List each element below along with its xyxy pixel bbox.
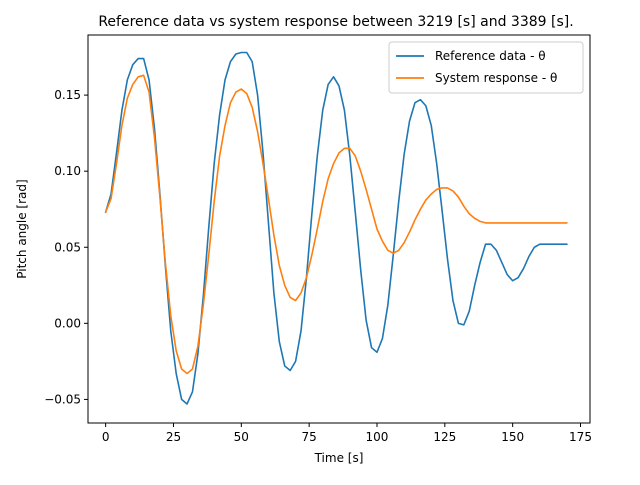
x-tick-label: 125 bbox=[433, 430, 456, 444]
x-tick-label: 150 bbox=[501, 430, 524, 444]
x-tick-label: 75 bbox=[302, 430, 317, 444]
plot-area bbox=[87, 34, 591, 424]
legend-label-system: System response - θ bbox=[435, 71, 557, 85]
x-tick-label: 100 bbox=[366, 430, 389, 444]
x-tick-label: 175 bbox=[569, 430, 592, 444]
y-tick-label: 0.05 bbox=[54, 240, 81, 254]
x-tick-label: 0 bbox=[102, 430, 110, 444]
y-axis-label: Pitch angle [rad] bbox=[15, 179, 29, 278]
legend: Reference data - θ System response - θ bbox=[388, 41, 584, 94]
legend-label-reference: Reference data - θ bbox=[435, 49, 546, 63]
x-axis-label: Time [s] bbox=[314, 451, 364, 465]
chart-title: Reference data vs system response betwee… bbox=[98, 14, 573, 30]
series-line-0 bbox=[104, 51, 568, 405]
legend-box bbox=[388, 41, 584, 94]
x-tick-label: 50 bbox=[234, 430, 249, 444]
x-tick-label: 25 bbox=[166, 430, 181, 444]
y-axis: −0.05 0.00 0.05 0.10 0.15 bbox=[44, 88, 88, 406]
y-tick-label: 0.15 bbox=[54, 88, 81, 102]
y-tick-label: 0.00 bbox=[54, 316, 81, 330]
axes-frame bbox=[87, 34, 591, 424]
x-axis: 0 25 50 75 100 125 150 175 bbox=[102, 423, 592, 444]
series-layer bbox=[104, 51, 568, 405]
y-tick-label: −0.05 bbox=[44, 392, 81, 406]
y-tick-label: 0.10 bbox=[54, 164, 81, 178]
series-line-1 bbox=[104, 74, 568, 375]
